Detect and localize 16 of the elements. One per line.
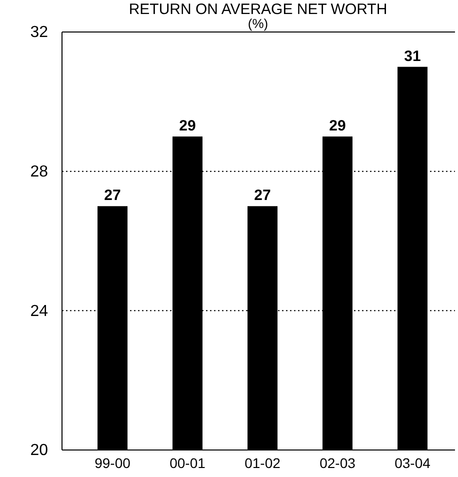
chart-title: RETURN ON AVERAGE NET WORTH [128,1,388,18]
x-tick-label: 99-00 [94,454,131,471]
y-tick-label: 32 [30,24,48,42]
data-label: 27 [254,187,271,204]
x-tick-label: 03-04 [394,454,431,471]
data-label: 29 [329,118,346,134]
data-label: 27 [104,187,121,204]
x-tick-label: 01-02 [244,454,281,471]
chart-subtitle: (%) [248,16,268,31]
y-tick-label: 24 [30,302,48,320]
y-tick-label: 20 [30,442,48,460]
x-tick-label: 00-01 [170,454,206,471]
data-label: 31 [404,48,421,65]
data-label: 29 [179,118,196,134]
x-tick-label: 02-03 [320,454,356,471]
y-tick-label: 28 [30,163,48,180]
